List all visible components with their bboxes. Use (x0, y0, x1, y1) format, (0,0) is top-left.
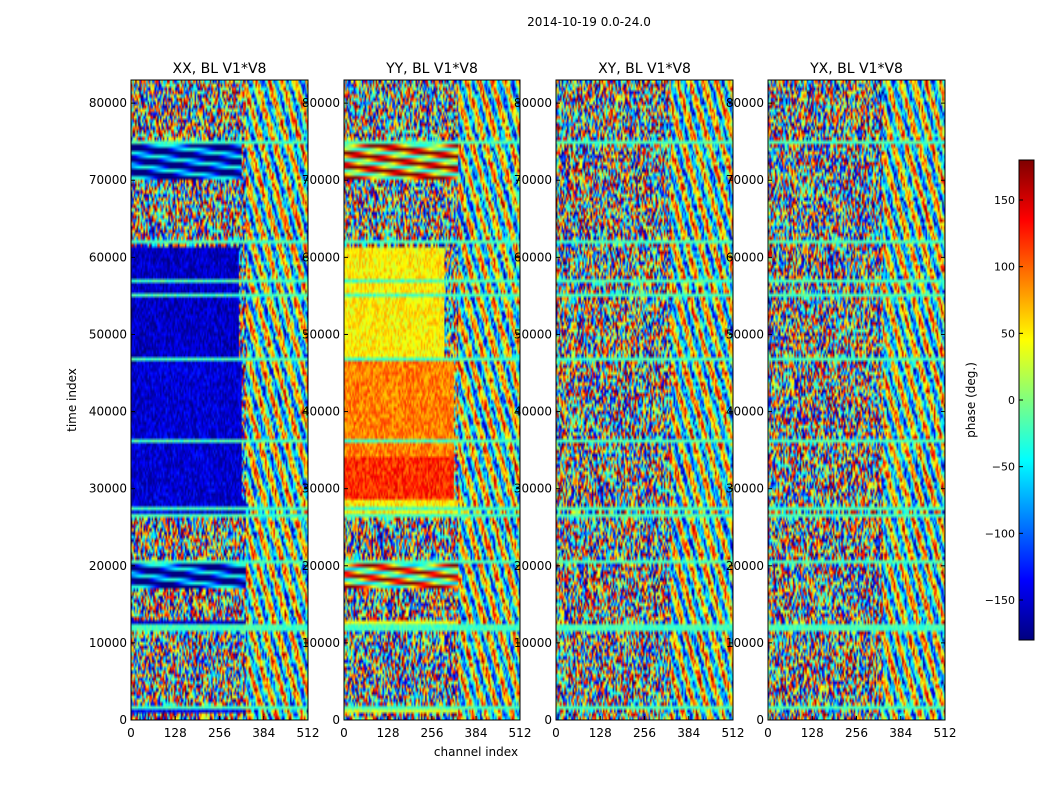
y-tick-label: 50000 (514, 327, 552, 341)
panel-xy: XY, BL V1*V8 (555, 61, 734, 721)
y-tick-label: 20000 (514, 559, 552, 573)
y-tick-label: 70000 (302, 173, 340, 187)
panel-yy: YY, BL V1*V8 (343, 61, 521, 721)
x-tick-label: 0 (552, 726, 560, 740)
y-tick-label: 30000 (89, 482, 127, 496)
y-tick-label: 20000 (726, 559, 764, 573)
y-tick-label: 10000 (726, 636, 764, 650)
colorbar-tick-label: −50 (992, 461, 1015, 474)
y-tick-label: 0 (544, 713, 552, 727)
y-tick-label: 50000 (302, 327, 340, 341)
y-tick-label: 70000 (726, 173, 764, 187)
colorbar-label: phase (deg.) (964, 362, 978, 438)
y-tick-label: 0 (332, 713, 340, 727)
panel-yx: YX, BL V1*V8 (767, 61, 946, 721)
y-tick-label: 40000 (302, 405, 340, 419)
y-tick-label: 80000 (726, 96, 764, 110)
y-axis-label: time index (65, 368, 79, 432)
y-tick-label: 10000 (89, 636, 127, 650)
y-tick-label: 30000 (726, 482, 764, 496)
panel-title: YX, BL V1*V8 (809, 61, 903, 77)
panel-title: XY, BL V1*V8 (598, 61, 691, 77)
x-tick-label: 384 (252, 726, 275, 740)
colorbar-tick-label: 50 (1001, 327, 1015, 340)
y-tick-label: 70000 (89, 173, 127, 187)
panel-xx: XX, BL V1*V8 (130, 61, 309, 721)
y-tick-label: 10000 (514, 636, 552, 650)
x-tick-label: 256 (633, 726, 656, 740)
y-tick-label: 30000 (514, 482, 552, 496)
x-tick-label: 256 (421, 726, 444, 740)
x-tick-label: 512 (509, 726, 532, 740)
y-tick-label: 40000 (514, 405, 552, 419)
x-tick-label: 128 (801, 726, 824, 740)
y-tick-label: 80000 (89, 96, 127, 110)
y-tick-label: 50000 (726, 327, 764, 341)
y-tick-label: 0 (756, 713, 764, 727)
colorbar-tick-label: 0 (1008, 394, 1015, 407)
y-tick-label: 40000 (726, 405, 764, 419)
x-tick-label: 384 (677, 726, 700, 740)
y-tick-label: 50000 (89, 327, 127, 341)
y-tick-label: 10000 (302, 636, 340, 650)
y-tick-label: 30000 (302, 482, 340, 496)
y-tick-label: 20000 (302, 559, 340, 573)
y-tick-label: 60000 (514, 250, 552, 264)
x-tick-label: 256 (208, 726, 231, 740)
colorbar-tick-label: −100 (985, 527, 1015, 540)
x-tick-label: 512 (722, 726, 745, 740)
x-tick-label: 512 (934, 726, 957, 740)
y-tick-label: 40000 (89, 405, 127, 419)
y-tick-label: 60000 (89, 250, 127, 264)
axis-ticks: 0 10000 20000 30000 40000 50000 60000 70000 8000… (89, 96, 957, 740)
figure-title: 2014-10-19 0.0-24.0 (527, 15, 651, 29)
colorbar-ticks: −150 −100 −50 0 50 100 150 (985, 194, 1023, 607)
y-tick-label: 80000 (514, 96, 552, 110)
heatmap-image (131, 80, 308, 720)
x-tick-label: 512 (297, 726, 320, 740)
y-tick-label: 60000 (302, 250, 340, 264)
x-tick-label: 0 (127, 726, 135, 740)
x-tick-label: 256 (845, 726, 868, 740)
x-tick-label: 384 (465, 726, 488, 740)
x-tick-label: 0 (340, 726, 348, 740)
x-tick-label: 128 (377, 726, 400, 740)
heatmap-image (344, 80, 520, 720)
heatmap-image (768, 80, 945, 720)
x-axis-label: channel index (434, 745, 518, 759)
colorbar: −150 −100 −50 0 50 100 150 phase (deg.) (964, 159, 1035, 641)
heatmap-image (556, 80, 733, 720)
colorbar-tick-label: −150 (985, 594, 1015, 607)
y-tick-label: 0 (119, 713, 127, 727)
x-tick-label: 0 (764, 726, 772, 740)
y-tick-label: 20000 (89, 559, 127, 573)
panel-title: XX, BL V1*V8 (173, 61, 267, 77)
panel-title: YY, BL V1*V8 (385, 61, 478, 77)
y-tick-label: 80000 (302, 96, 340, 110)
x-tick-label: 384 (889, 726, 912, 740)
y-tick-label: 60000 (726, 250, 764, 264)
x-tick-label: 128 (589, 726, 612, 740)
y-tick-label: 70000 (514, 173, 552, 187)
colorbar-tick-label: 150 (994, 194, 1015, 207)
colorbar-tick-label: 100 (994, 261, 1015, 274)
x-tick-label: 128 (164, 726, 187, 740)
